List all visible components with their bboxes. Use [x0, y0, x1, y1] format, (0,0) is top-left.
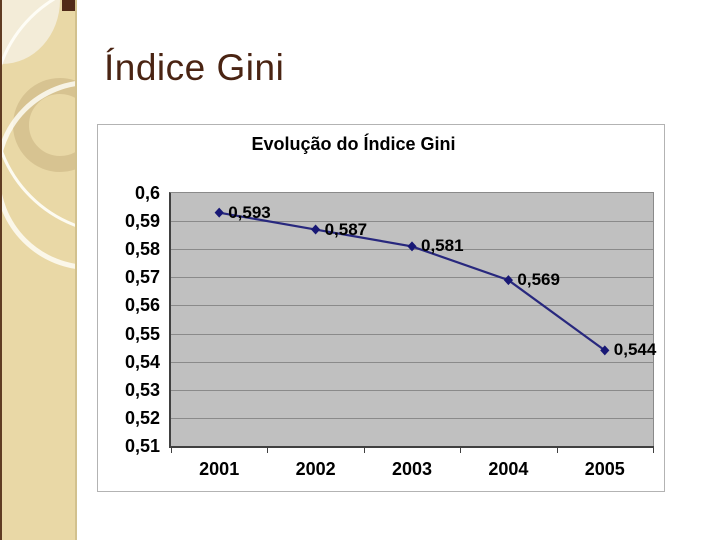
y-gridline [171, 417, 653, 419]
x-axis-tick [556, 446, 558, 453]
data-point-label: 0,569 [517, 270, 560, 290]
data-point-marker [311, 224, 321, 235]
y-axis-tick-label: 0,59 [124, 211, 160, 232]
y-gridline [171, 305, 653, 307]
data-point-marker [214, 207, 224, 218]
x-axis-tick-label: 2005 [584, 459, 625, 479]
gini-line-chart[interactable]: Evolução do Índice Gini 0,51 0,52 0,53 0,54… [97, 124, 665, 492]
y-axis-tick-label: 0,53 [124, 379, 160, 400]
data-point-marker [503, 275, 513, 286]
x-axis-tick [460, 446, 462, 453]
x-axis-tick [171, 446, 172, 453]
decorative-sidebar [2, 0, 77, 540]
y-gridline [171, 333, 653, 335]
x-axis-tick [653, 446, 654, 453]
slide-title: Índice Gini [104, 47, 285, 88]
data-point-marker [407, 241, 417, 252]
left-accent-line [0, 0, 2, 540]
x-axis-tick-label: 2004 [488, 459, 529, 479]
y-axis-tick-label: 0,55 [124, 323, 160, 344]
y-gridline [171, 361, 653, 363]
y-gridline [171, 221, 653, 223]
data-point-label: 0,544 [613, 340, 657, 360]
data-point-label: 0,581 [421, 236, 464, 256]
data-point-label: 0,593 [228, 202, 271, 222]
x-axis-tick-label: 2001 [199, 459, 240, 479]
series-line [214, 207, 610, 356]
chart-title: Evolução do Índice Gini [251, 134, 456, 154]
chart-plot-area [169, 192, 654, 448]
y-axis-tick-label: 0,6 [134, 183, 160, 203]
data-point-label: 0,587 [324, 219, 368, 239]
x-axis-tick [267, 446, 269, 453]
y-gridline [171, 277, 653, 279]
y-axis-tick-label: 0,58 [124, 239, 160, 260]
maroon-accent-bar [62, 0, 75, 11]
y-axis-tick-label: 0,54 [124, 351, 160, 372]
x-axis-tick-label: 2003 [391, 459, 433, 479]
x-axis-tick [363, 446, 365, 453]
y-axis-tick-label: 0,52 [124, 407, 160, 428]
y-axis-tick-label: 0,56 [124, 295, 160, 316]
x-axis-tick-label: 2002 [295, 459, 336, 479]
data-point-marker [600, 345, 610, 356]
y-axis-tick-label: 0,57 [124, 267, 160, 288]
y-axis-tick-label: 0,51 [124, 436, 160, 456]
y-gridline [171, 389, 653, 391]
